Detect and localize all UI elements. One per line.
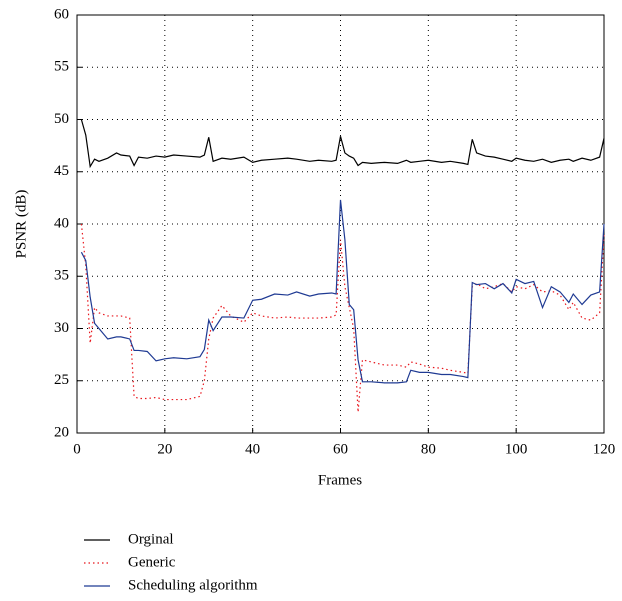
x-tick-label: 20 [157, 441, 172, 457]
x-axis-label: Frames [318, 472, 362, 488]
y-tick-label: 50 [54, 111, 69, 127]
y-tick-label: 45 [54, 163, 69, 179]
y-tick-label: 60 [54, 6, 69, 22]
y-axis-label: PSNR (dB) [13, 190, 29, 259]
y-tick-label: 55 [54, 59, 69, 75]
y-tick-label: 30 [54, 320, 69, 336]
series-line [80, 223, 605, 413]
y-tick-label: 40 [54, 215, 69, 231]
x-tick-label: 0 [73, 441, 81, 457]
y-tick-label: 20 [54, 424, 69, 440]
legend-label: Generic [128, 554, 176, 570]
x-tick-label: 80 [421, 441, 436, 457]
legend-label: Scheduling algorithm [128, 577, 258, 593]
x-tick-label: 120 [593, 441, 616, 457]
x-tick-label: 40 [245, 441, 260, 457]
x-tick-label: 60 [333, 441, 348, 457]
y-tick-label: 25 [54, 372, 69, 388]
series-line [80, 199, 605, 384]
y-tick-label: 35 [54, 268, 69, 284]
series-line [80, 119, 605, 169]
x-tick-label: 100 [505, 441, 528, 457]
legend-label: Orginal [128, 531, 174, 547]
